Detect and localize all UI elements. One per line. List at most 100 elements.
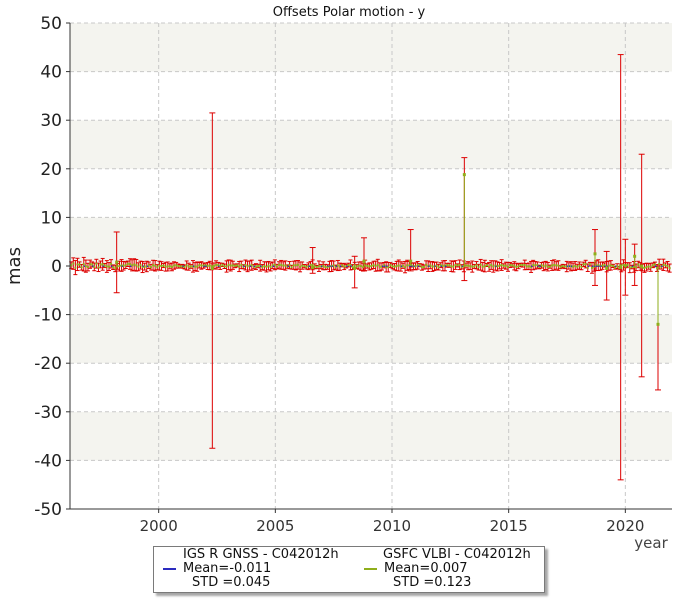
data-point-gnss — [409, 265, 411, 267]
data-point-vlbi — [221, 263, 224, 266]
y-tick-label: 20 — [40, 160, 62, 180]
x-tick-label: 2020 — [606, 517, 644, 535]
data-point-vlbi — [280, 263, 283, 266]
data-point-gnss — [83, 265, 86, 267]
data-point-vlbi — [89, 263, 92, 266]
data-point-vlbi — [357, 264, 360, 267]
data-point-vlbi — [156, 266, 159, 269]
data-point-vlbi — [544, 264, 547, 267]
data-point-vlbi — [273, 263, 276, 266]
data-point-vlbi — [456, 264, 459, 267]
tick-labels: -50 -40 -30 -20 -10 0 10 20 30 40 50 2000 2005 2010 20… — [34, 14, 644, 535]
data-point-vlbi — [170, 265, 173, 268]
data-point-vlbi — [664, 264, 667, 267]
data-point-vlbi — [168, 265, 171, 268]
data-point-vlbi — [643, 266, 646, 269]
data-point-gnss — [205, 265, 208, 267]
data-point-vlbi — [124, 264, 127, 267]
data-point-vlbi — [317, 265, 320, 268]
data-point-gnss — [604, 265, 607, 267]
data-point-vlbi — [662, 263, 665, 266]
data-point-vlbi — [143, 265, 146, 268]
data-point-vlbi — [301, 264, 304, 267]
data-point-gnss — [260, 265, 262, 267]
data-point-vlbi — [313, 265, 316, 268]
data-point-gnss — [568, 265, 571, 267]
data-point-vlbi — [620, 266, 623, 269]
data-point-vlbi — [418, 264, 421, 267]
y-tick-label: -10 — [34, 306, 62, 326]
data-point-vlbi — [149, 266, 152, 269]
data-point-vlbi — [618, 267, 621, 270]
data-point-gnss — [243, 265, 245, 267]
data-point-vlbi — [364, 264, 367, 267]
x-tick-label: 2000 — [140, 517, 178, 535]
x-tick-label: 2010 — [373, 517, 411, 535]
data-point-gnss — [444, 265, 447, 267]
data-point-vlbi — [82, 263, 85, 266]
data-point-vlbi — [563, 265, 566, 268]
data-point-vlbi — [601, 264, 604, 267]
data-point-vlbi — [383, 264, 386, 267]
data-point-vlbi — [194, 265, 197, 268]
data-point-vlbi — [525, 265, 528, 268]
data-point-vlbi — [332, 264, 335, 267]
data-point-vlbi — [177, 265, 180, 268]
data-point-vlbi — [406, 264, 409, 267]
data-point-vlbi — [590, 266, 593, 269]
data-point-vlbi — [208, 264, 211, 267]
data-point-vlbi — [219, 265, 222, 268]
data-point-vlbi — [668, 267, 671, 270]
data-point-vlbi — [116, 265, 119, 268]
data-point-vlbi — [500, 264, 503, 267]
data-point-vlbi — [389, 264, 392, 267]
data-point-vlbi — [137, 265, 140, 268]
data-point-vlbi — [347, 264, 350, 267]
data-point-vlbi — [523, 263, 526, 266]
data-point-vlbi — [254, 265, 257, 268]
data-point-vlbi — [76, 263, 79, 266]
data-point-vlbi — [368, 265, 371, 268]
data-point-gnss — [596, 265, 598, 267]
data-point-vlbi — [120, 264, 123, 267]
outlier-point — [409, 259, 413, 263]
data-point-gnss — [335, 265, 338, 267]
data-point-vlbi — [70, 264, 73, 267]
data-point-vlbi — [498, 264, 501, 267]
data-point-vlbi — [446, 264, 449, 267]
data-point-vlbi — [488, 265, 491, 268]
data-point-vlbi — [553, 263, 556, 266]
y-axis-label: mas — [4, 247, 25, 285]
data-point-gnss — [272, 265, 275, 267]
data-point-gnss — [461, 265, 464, 267]
data-point-gnss — [587, 265, 590, 267]
data-point-vlbi — [362, 266, 365, 269]
data-point-vlbi — [282, 264, 285, 267]
data-point-vlbi — [351, 266, 354, 269]
data-point-vlbi — [78, 263, 81, 266]
data-point-vlbi — [160, 265, 163, 268]
background-band — [70, 460, 672, 509]
data-point-vlbi — [475, 264, 478, 267]
data-point-vlbi — [118, 265, 121, 268]
data-point-vlbi — [614, 266, 617, 269]
data-point-vlbi — [653, 263, 656, 266]
data-point-gnss — [331, 265, 334, 267]
data-point-vlbi — [200, 264, 203, 267]
data-point-vlbi — [641, 266, 644, 269]
data-point-vlbi — [261, 266, 264, 269]
x-tick-label: 2005 — [256, 517, 294, 535]
legend-mean: Mean=0.007 — [384, 561, 468, 576]
data-point-vlbi — [179, 265, 182, 268]
data-point-gnss — [287, 265, 289, 267]
data-point-vlbi — [107, 265, 110, 268]
data-point-vlbi — [372, 263, 375, 266]
data-point-vlbi — [238, 265, 241, 268]
outlier-point — [633, 254, 637, 258]
data-point-vlbi — [450, 265, 453, 268]
x-tick-label: 2015 — [490, 517, 528, 535]
data-point-gnss — [350, 265, 352, 267]
data-point-vlbi — [582, 263, 585, 266]
data-point-gnss — [411, 265, 413, 267]
data-point-vlbi — [414, 265, 417, 268]
